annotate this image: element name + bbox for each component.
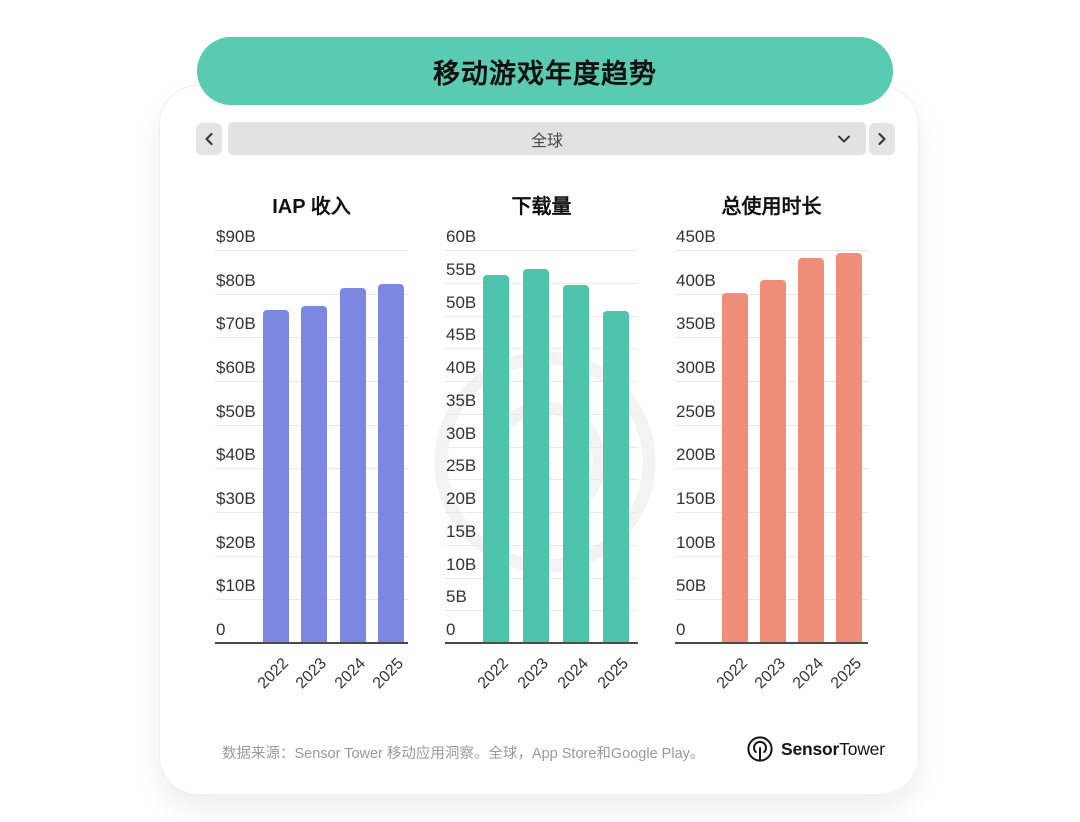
region-select[interactable]: 全球	[228, 122, 866, 155]
bar-2022[interactable]	[263, 310, 289, 642]
y-tick-label: 200B	[676, 445, 716, 465]
y-tick-label: 25B	[446, 456, 477, 476]
chart-downloads: 下载量 60B 55B 50B 45B 40B 35B 30B 25B 20B 15B 10B 5B 0…	[445, 190, 638, 710]
sensor-tower-logo-icon	[747, 736, 773, 762]
data-source-text: 数据来源：Sensor Tower 移动应用洞察。全球，App Store和Go…	[222, 746, 705, 762]
chart-plot: 450B 400B 350B 300B 250B 200B 150B 100B 50B 0 2022…	[675, 227, 868, 710]
bar-2023[interactable]	[301, 305, 328, 642]
y-tick-label: 300B	[676, 358, 716, 377]
y-tick-label: 20B	[446, 489, 477, 508]
y-tick-label: $40B	[216, 445, 256, 465]
y-tick-label: $10B	[216, 576, 256, 596]
y-tick-label: $80B	[216, 270, 256, 290]
y-tick-label: 0	[216, 620, 226, 639]
chart-title: 下载量	[511, 196, 572, 218]
chart-plot: $90B $80B $70B $60B $50B $40B $30B $20B $10B 0 202…	[215, 227, 408, 710]
chevron-left-icon	[205, 132, 213, 146]
y-tick-label: 10B	[446, 554, 477, 574]
y-tick-label: 15B	[446, 521, 477, 541]
chart-iap-revenue: IAP 收入 $90B $80B $70B $60B $50B $40B $30B $20B $…	[215, 190, 408, 710]
y-tick-label: 50B	[446, 292, 477, 312]
y-tick-label: 5B	[446, 587, 467, 607]
y-tick-label: 60B	[446, 227, 477, 246]
y-tick-label: $60B	[216, 358, 256, 377]
gridline	[675, 250, 868, 251]
widget-title-bar: 移动游戏年度趋势	[197, 37, 893, 105]
bar-2022[interactable]	[483, 275, 509, 642]
bar-2024[interactable]	[563, 285, 589, 642]
y-tick-label: $30B	[216, 489, 256, 508]
gridline	[445, 250, 638, 251]
bar-2023[interactable]	[760, 279, 786, 642]
bar-2022[interactable]	[722, 292, 748, 642]
y-tick-label: 50B	[676, 576, 707, 596]
y-tick-label: 100B	[676, 532, 716, 552]
y-tick-label: 45B	[446, 325, 477, 345]
chevron-right-icon	[878, 132, 886, 146]
bar-2024[interactable]	[339, 288, 366, 642]
chart-total-usage: 总使用时长 450B 400B 350B 300B 250B 200B 150B 100B 50…	[675, 190, 868, 710]
bar-2025[interactable]	[836, 253, 862, 642]
sensor-tower-logo: SensorTower	[746, 735, 885, 763]
gridline	[215, 250, 408, 251]
y-tick-label: 55B	[446, 259, 477, 279]
next-button[interactable]	[869, 123, 895, 155]
prev-button[interactable]	[196, 123, 222, 155]
gridline	[215, 293, 408, 295]
widget-title: 移动游戏年度趋势	[433, 58, 657, 89]
chart-plot: 60B 55B 50B 45B 40B 35B 30B 25B 20B 15B 10B 5B 0 2022…	[445, 227, 638, 710]
x-axis-line	[215, 642, 408, 644]
y-tick-label: $90B	[216, 227, 256, 246]
y-tick-label: 450B	[676, 227, 716, 246]
y-tick-label: 30B	[446, 423, 477, 443]
bar-2024[interactable]	[798, 257, 824, 642]
x-axis-line	[675, 642, 868, 644]
y-tick-label: $50B	[216, 401, 256, 421]
x-axis-line	[445, 642, 638, 644]
y-tick-label: 150B	[676, 489, 716, 508]
y-tick-label: 0	[446, 620, 456, 639]
y-tick-label: 250B	[676, 401, 716, 421]
chevron-down-icon	[838, 135, 850, 143]
sensor-tower-wordmark: SensorTower	[781, 738, 885, 759]
chart-title: IAP 收入	[272, 196, 351, 218]
bar-2023[interactable]	[523, 268, 549, 642]
y-tick-label: 35B	[446, 390, 477, 410]
region-select-value: 全球	[530, 132, 563, 150]
y-tick-label: 0	[676, 620, 686, 639]
bar-2025[interactable]	[603, 311, 629, 642]
bar-2025[interactable]	[377, 283, 404, 642]
chart-title: 总使用时长	[721, 196, 822, 218]
y-tick-label: 400B	[676, 270, 716, 290]
y-tick-label: 350B	[676, 314, 716, 334]
y-tick-label: 40B	[446, 358, 477, 377]
y-tick-label: $20B	[216, 532, 256, 552]
y-tick-label: $70B	[216, 314, 256, 334]
